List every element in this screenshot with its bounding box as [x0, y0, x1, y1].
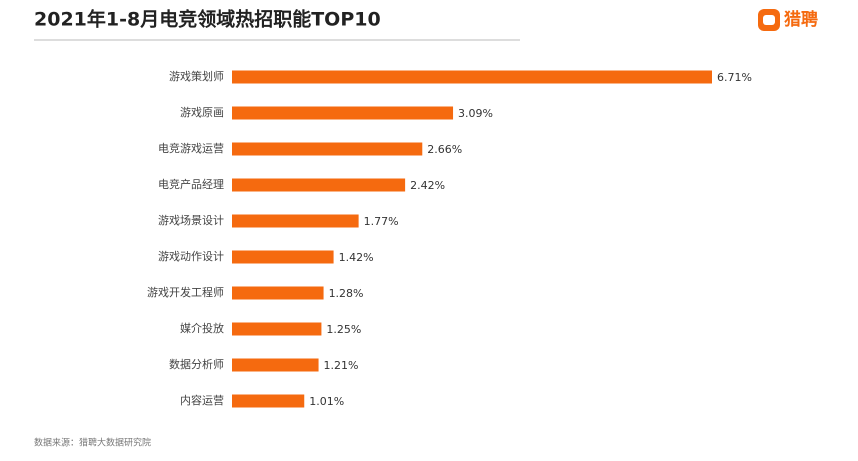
- bar: [232, 358, 319, 372]
- y-tick-label: 媒介投放: [180, 321, 224, 335]
- value-label: 1.77%: [364, 215, 399, 228]
- value-label: 1.01%: [309, 395, 344, 408]
- bar: [232, 106, 454, 120]
- brand-name: 猎聘: [784, 9, 818, 30]
- y-tick-label: 内容运营: [180, 393, 224, 407]
- y-tick-label: 游戏原画: [180, 106, 224, 119]
- bar: [232, 178, 406, 192]
- y-tick-label: 游戏动作设计: [158, 250, 224, 263]
- y-tick-label: 数据分析师: [169, 357, 224, 371]
- value-label: 1.42%: [339, 251, 374, 264]
- bar: [232, 322, 322, 336]
- bar: [232, 286, 324, 300]
- y-tick-label: 游戏场景设计: [158, 213, 224, 227]
- value-label: 2.42%: [410, 179, 445, 192]
- bar: [232, 214, 359, 228]
- value-label: 1.21%: [324, 359, 359, 372]
- value-label: 1.25%: [326, 323, 361, 336]
- value-label: 1.28%: [329, 287, 364, 300]
- y-tick-label: 电竞产品经理: [158, 177, 224, 191]
- bar: [232, 142, 423, 156]
- y-tick-label: 游戏开发工程师: [147, 285, 224, 299]
- chart-title: 2021年1-8月电竞领域热招职能TOP10: [34, 8, 381, 31]
- y-tick-label: 电竞游戏运营: [158, 141, 224, 155]
- source-note: 数据来源：猎聘大数据研究院: [34, 437, 151, 449]
- brand-icon-inner: [763, 15, 775, 25]
- bar: [232, 250, 334, 264]
- value-label: 6.71%: [717, 71, 752, 84]
- bar: [232, 394, 305, 408]
- value-label: 3.09%: [458, 107, 493, 120]
- bar: [232, 70, 712, 84]
- y-tick-label: 游戏策划师: [169, 69, 224, 83]
- value-label: 2.66%: [427, 143, 462, 156]
